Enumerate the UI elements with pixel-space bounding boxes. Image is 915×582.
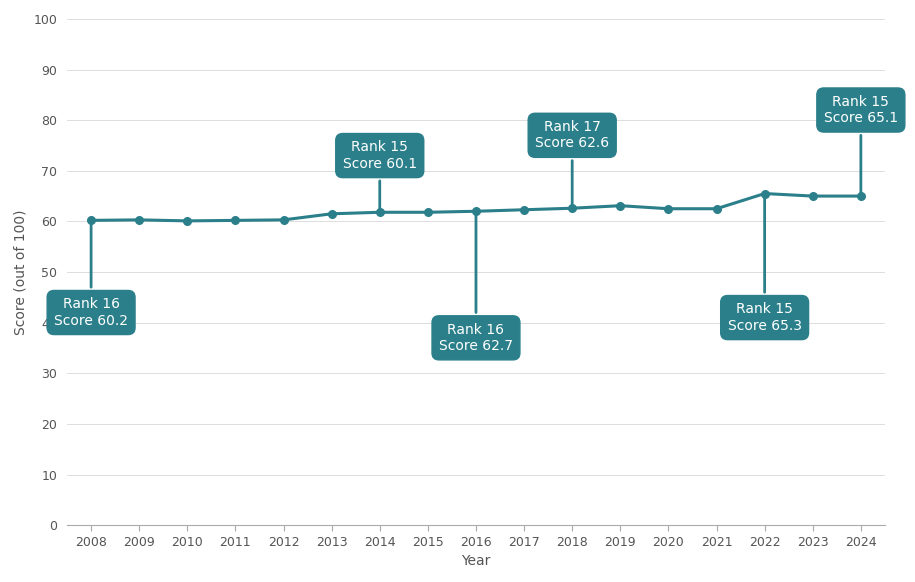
Point [854, 191, 868, 201]
Text: Rank 17
Score 62.6: Rank 17 Score 62.6 [535, 120, 609, 205]
Text: Rank 15
Score 65.3: Rank 15 Score 65.3 [727, 196, 802, 333]
Point [662, 204, 676, 214]
Point [805, 191, 820, 201]
X-axis label: Year: Year [461, 554, 490, 568]
Point [421, 208, 436, 217]
Point [517, 205, 532, 214]
Text: Rank 15
Score 60.1: Rank 15 Score 60.1 [343, 140, 417, 210]
Point [709, 204, 724, 214]
Text: Rank 16
Score 60.2: Rank 16 Score 60.2 [54, 223, 128, 328]
Point [132, 215, 146, 225]
Text: Rank 16
Score 62.7: Rank 16 Score 62.7 [439, 214, 513, 353]
Point [276, 215, 291, 225]
Point [324, 209, 339, 218]
Point [468, 207, 483, 216]
Point [228, 216, 242, 225]
Point [565, 204, 579, 213]
Point [613, 201, 628, 210]
Text: Rank 15
Score 65.1: Rank 15 Score 65.1 [824, 95, 898, 193]
Point [180, 217, 195, 226]
Point [372, 208, 387, 217]
Y-axis label: Score (out of 100): Score (out of 100) [14, 210, 27, 335]
Point [758, 189, 772, 198]
Point [84, 216, 99, 225]
